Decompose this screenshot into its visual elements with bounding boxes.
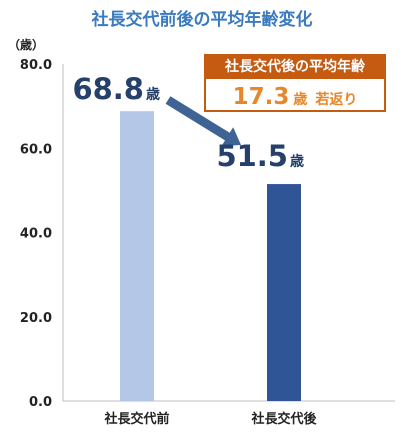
category-labels: 社長交代前 社長交代後 bbox=[103, 411, 317, 427]
value-label-before: 68.8 歳 bbox=[72, 72, 160, 106]
x-category-label: 社長交代後 bbox=[250, 411, 317, 427]
callout-value: 17.3 bbox=[233, 84, 290, 110]
callout-value-line: 17.3 歳若返り bbox=[233, 84, 358, 110]
value-label-after: 51.5 歳 bbox=[216, 139, 304, 173]
callout-box: 社長交代後の平均年齢 17.3 歳若返り bbox=[204, 54, 386, 112]
x-category-label: 社長交代前 bbox=[103, 411, 169, 427]
callout-suffix: 若返り bbox=[314, 91, 357, 108]
bar-before bbox=[120, 111, 154, 402]
callout-body bbox=[204, 77, 386, 112]
y-tick-label: 40.0 bbox=[20, 227, 52, 242]
decrease-arrow bbox=[165, 96, 241, 146]
value-number-before: 68.8 bbox=[72, 72, 144, 106]
value-unit-after: 歳 bbox=[290, 153, 304, 170]
value-number-after: 51.5 bbox=[216, 139, 288, 173]
y-axis-unit: （歳） bbox=[8, 37, 44, 52]
bar-after bbox=[267, 184, 301, 401]
callout-header bbox=[204, 54, 386, 78]
y-tick-label: 60.0 bbox=[20, 142, 52, 157]
y-axis-ticks: 0.0 20.0 40.0 60.0 80.0 bbox=[20, 58, 52, 410]
callout-title: 社長交代後の平均年齢 bbox=[224, 58, 366, 75]
y-tick-label: 80.0 bbox=[20, 58, 52, 73]
chart-title: 社長交代前後の平均年齢変化 bbox=[91, 9, 313, 30]
y-tick-label: 20.0 bbox=[20, 311, 52, 326]
value-unit-before: 歳 bbox=[146, 86, 160, 103]
callout-unit: 歳 bbox=[293, 91, 307, 108]
bars bbox=[120, 111, 301, 402]
y-tick-label: 0.0 bbox=[29, 395, 52, 410]
